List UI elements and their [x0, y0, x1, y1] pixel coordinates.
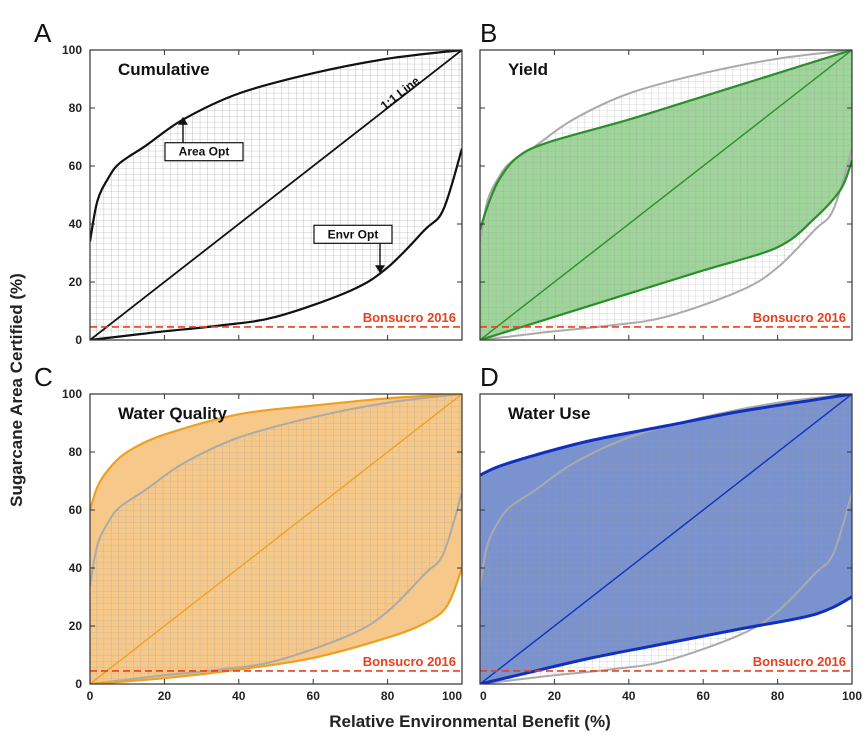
- panel-b: Bonsucro 2016 Yield B: [479, 18, 853, 341]
- plot-frame: [479, 393, 853, 685]
- lower-bound-line: [480, 159, 852, 340]
- one-to-one-line: [480, 394, 852, 684]
- x-tick-label: 0: [87, 689, 94, 703]
- plot-area-d: [480, 394, 852, 684]
- x-tick-label: 80: [381, 689, 395, 703]
- panel-letter: B: [480, 18, 497, 48]
- one-to-one-line: [90, 50, 462, 340]
- one-to-one-line: [480, 50, 852, 340]
- x-tick-label: 0: [480, 689, 487, 703]
- y-tick-label: 60: [69, 159, 83, 173]
- x-tick-label: 100: [842, 689, 862, 703]
- upper-bound-line: [90, 50, 462, 242]
- x-tick-label: 40: [622, 689, 636, 703]
- plot-frame: [479, 49, 853, 341]
- y-tick-label: 80: [69, 445, 83, 459]
- panel-title: Cumulative: [118, 60, 210, 79]
- annotation-box: [164, 142, 244, 162]
- panel-title: Water Quality: [118, 404, 227, 423]
- lower-bound-line: [480, 595, 852, 684]
- x-tick-label: 20: [158, 689, 172, 703]
- lower-bound-line: [90, 567, 462, 684]
- upper-bound-line: [480, 394, 852, 477]
- x-tick-label: 40: [232, 689, 246, 703]
- cumulative-upper-line: [480, 50, 852, 242]
- annotation-arrowhead: [178, 116, 188, 125]
- plot-frame: [89, 49, 463, 341]
- cumulative-upper-line: [90, 394, 462, 586]
- y-tick-label: 20: [69, 275, 83, 289]
- plot-frame: [89, 393, 463, 685]
- annotation-label: Area Opt: [179, 145, 230, 159]
- panel-letter: C: [34, 362, 53, 392]
- y-tick-label: 40: [69, 561, 83, 575]
- bonsucro-label: Bonsucro 2016: [363, 654, 456, 669]
- annotation-label: Envr Opt: [328, 227, 379, 241]
- y-tick-label: 0: [75, 333, 82, 347]
- y-tick-label: 40: [69, 217, 83, 231]
- annotation-arrowhead: [375, 265, 385, 274]
- x-tick-label: 80: [771, 689, 785, 703]
- x-axis-label: Relative Environmental Benefit (%): [329, 712, 611, 731]
- annotation-box: [313, 224, 393, 244]
- panel-letter: A: [34, 18, 52, 48]
- upper-bound-line: [480, 50, 852, 231]
- plot-area-c: [90, 394, 462, 684]
- cumulative-lower-line: [480, 492, 852, 684]
- y-tick-label: 0: [75, 677, 82, 691]
- panel-a: Bonsucro 2016020406080100CumulativeA1:1 …: [34, 18, 463, 347]
- panel-letter: D: [480, 362, 499, 392]
- y-tick-label: 100: [62, 43, 82, 57]
- lower-bound-line: [90, 148, 462, 340]
- x-tick-label: 60: [307, 689, 321, 703]
- x-tick-label: 20: [548, 689, 562, 703]
- panel-title: Water Use: [508, 404, 591, 423]
- panel-d: Bonsucro 2016 0 20 40 60 80 100 Water Use D: [479, 362, 862, 703]
- cumulative-lower-line: [480, 148, 852, 340]
- panel-c: Bonsucro 2016 0 20 40 60 80 100 0 20 40 60 80 100 Wat…: [34, 362, 463, 703]
- panel-title: Yield: [508, 60, 548, 79]
- y-tick-label: 100: [62, 387, 82, 401]
- one-to-one-line: [90, 394, 462, 684]
- bonsucro-label: Bonsucro 2016: [753, 310, 846, 325]
- cumulative-lower-line: [90, 492, 462, 684]
- bonsucro-label: Bonsucro 2016: [753, 654, 846, 669]
- plot-area-b: [480, 50, 852, 340]
- bonsucro-label: Bonsucro 2016: [363, 310, 456, 325]
- y-tick-label: 80: [69, 101, 83, 115]
- y-tick-label: 20: [69, 619, 83, 633]
- y-tick-label: 60: [69, 503, 83, 517]
- x-tick-label: 60: [697, 689, 711, 703]
- cumulative-upper-line: [480, 394, 852, 586]
- upper-bound-line: [90, 394, 462, 511]
- x-tick-label: 100: [442, 689, 462, 703]
